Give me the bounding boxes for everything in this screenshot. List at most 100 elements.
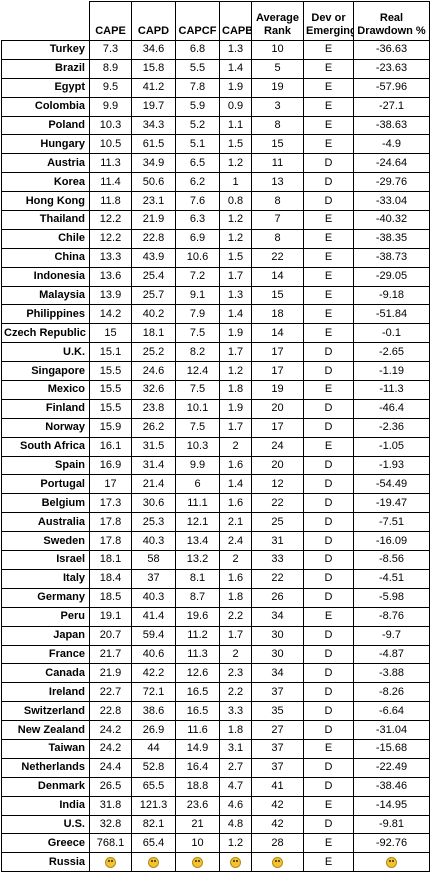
cell-drawdown: -9.81 [353, 814, 430, 835]
cell-cape: 14.2 [89, 304, 132, 325]
cell-drawdown [353, 852, 430, 873]
cell-capcf: 13.2 [175, 550, 220, 570]
cell-country: Spain [1, 455, 90, 476]
table-row: China 13.3 43.9 10.6 1.5 22 E -38.73 [1, 247, 430, 268]
cell-capcf: 16.4 [175, 757, 220, 778]
cell-cape: 21.7 [89, 644, 132, 665]
cell-capcf: 11.3 [175, 644, 220, 665]
cell-drawdown: -8.76 [353, 606, 430, 627]
cell-cape: 19.1 [89, 606, 132, 627]
cell-country: Australia [1, 512, 90, 533]
cell-dev: E [303, 247, 354, 268]
cell-drawdown: -2.65 [353, 342, 430, 363]
cell-dev: D [303, 568, 354, 589]
cell-cape: 24.2 [89, 738, 132, 759]
cell-cape: 17 [89, 474, 132, 495]
cell-drawdown: -31.04 [353, 720, 430, 740]
cell-drawdown: -38.73 [353, 247, 430, 268]
cell-capd: 34.9 [131, 153, 176, 174]
cell-country: China [1, 247, 90, 268]
cell-capb: 1.4 [219, 474, 252, 495]
cell-dev: D [303, 398, 354, 419]
table-row: Belgium 17.3 30.6 11.1 1.6 22 D -19.47 [1, 493, 430, 514]
cell-cape: 15.1 [89, 342, 132, 363]
cell-capcf: 7.5 [175, 380, 220, 400]
cell-capb: 3.3 [219, 701, 252, 722]
cell-dev: D [303, 172, 354, 193]
cell-country: Thailand [1, 210, 90, 230]
table-row: Egypt 9.5 41.2 7.8 1.9 19 E -57.96 [1, 77, 430, 98]
cell-capd: 24.6 [131, 361, 176, 382]
table-row: Philippines 14.2 40.2 7.9 1.4 18 E -51.84 [1, 304, 430, 325]
cell-capcf: 7.6 [175, 191, 220, 212]
screaming-face-icon [272, 856, 283, 868]
cell-capd: 15.8 [131, 58, 176, 79]
table-row: South Africa 16.1 31.5 10.3 2 24 E -1.05 [1, 436, 430, 457]
cell-rank [251, 852, 304, 873]
cell-capcf: 5.5 [175, 58, 220, 79]
cell-capcf: 6.5 [175, 153, 220, 174]
cell-capb: 1.1 [219, 115, 252, 136]
table-row: Czech Republic 15 18.1 7.5 1.9 14 E -0.1 [1, 323, 430, 344]
cell-capd: 82.1 [131, 814, 176, 835]
cell-cape: 13.6 [89, 266, 132, 287]
cell-capb: 1.6 [219, 493, 252, 514]
cell-drawdown: -1.19 [353, 361, 430, 382]
cell-capcf: 16.5 [175, 701, 220, 722]
cell-capb: 1.9 [219, 77, 252, 98]
cell-cape: 7.3 [89, 40, 132, 60]
table-row: Singapore 15.5 24.6 12.4 1.2 17 D -1.19 [1, 361, 430, 382]
cell-drawdown: -38.63 [353, 115, 430, 136]
cell-rank: 10 [251, 40, 304, 60]
cell-dev: E [303, 115, 354, 136]
cell-dev: E [303, 266, 354, 287]
cell-capd: 59.4 [131, 625, 176, 646]
table-row: Ireland 22.7 72.1 16.5 2.2 37 D -8.26 [1, 682, 430, 703]
cell-cape: 11.3 [89, 153, 132, 174]
cell-rank: 28 [251, 833, 304, 854]
cell-capb: 1.3 [219, 40, 252, 60]
cell-country: U.K. [1, 342, 90, 363]
cell-rank: 12 [251, 474, 304, 495]
cell-capcf: 7.5 [175, 417, 220, 438]
cell-capcf: 6.3 [175, 210, 220, 230]
table-row: Italy 18.4 37 8.1 1.6 22 D -4.51 [1, 568, 430, 589]
screaming-face-icon [192, 856, 203, 868]
cell-country: Turkey [1, 40, 90, 60]
cell-country: Egypt [1, 77, 90, 98]
cell-drawdown: -29.05 [353, 266, 430, 287]
cell-rank: 30 [251, 625, 304, 646]
table-row: Netherlands 24.4 52.8 16.4 2.7 37 D -22.49 [1, 757, 430, 778]
cell-capcf [175, 852, 220, 873]
cell-capd: 25.3 [131, 512, 176, 533]
cell-dev: D [303, 682, 354, 703]
cell-cape: 13.9 [89, 285, 132, 306]
cell-capcf: 7.2 [175, 266, 220, 287]
cell-rank: 22 [251, 247, 304, 268]
table-row: Germany 18.5 40.3 8.7 1.8 26 D -5.98 [1, 587, 430, 608]
screaming-face-icon [148, 856, 159, 868]
cell-capb: 2 [219, 644, 252, 665]
cell-rank: 34 [251, 606, 304, 627]
cell-capb: 1 [219, 172, 252, 193]
cell-capb: 3.1 [219, 738, 252, 759]
cell-rank: 11 [251, 153, 304, 174]
table-row: U.K. 15.1 25.2 8.2 1.7 17 D -2.65 [1, 342, 430, 363]
table-row: France 21.7 40.6 11.3 2 30 D -4.87 [1, 644, 430, 665]
cell-cape: 9.9 [89, 96, 132, 117]
table-row: Thailand 12.2 21.9 6.3 1.2 7 E -40.32 [1, 210, 430, 230]
cell-dev: E [303, 96, 354, 117]
cell-cape: 16.9 [89, 455, 132, 476]
table-row: Mexico 15.5 32.6 7.5 1.8 19 E -11.3 [1, 380, 430, 400]
cell-capcf: 12.1 [175, 512, 220, 533]
table-row: Hungary 10.5 61.5 5.1 1.5 15 E -4.9 [1, 134, 430, 155]
cell-capd: 31.5 [131, 436, 176, 457]
cell-cape: 15 [89, 323, 132, 344]
table-row: Israel 18.1 58 13.2 2 33 D -8.56 [1, 550, 430, 570]
cell-drawdown: -11.3 [353, 380, 430, 400]
table-row: Chile 12.2 22.8 6.9 1.2 8 E -38.35 [1, 228, 430, 249]
header-cape: CAPE [89, 1, 132, 41]
cell-dev: D [303, 663, 354, 684]
cell-country: Canada [1, 663, 90, 684]
